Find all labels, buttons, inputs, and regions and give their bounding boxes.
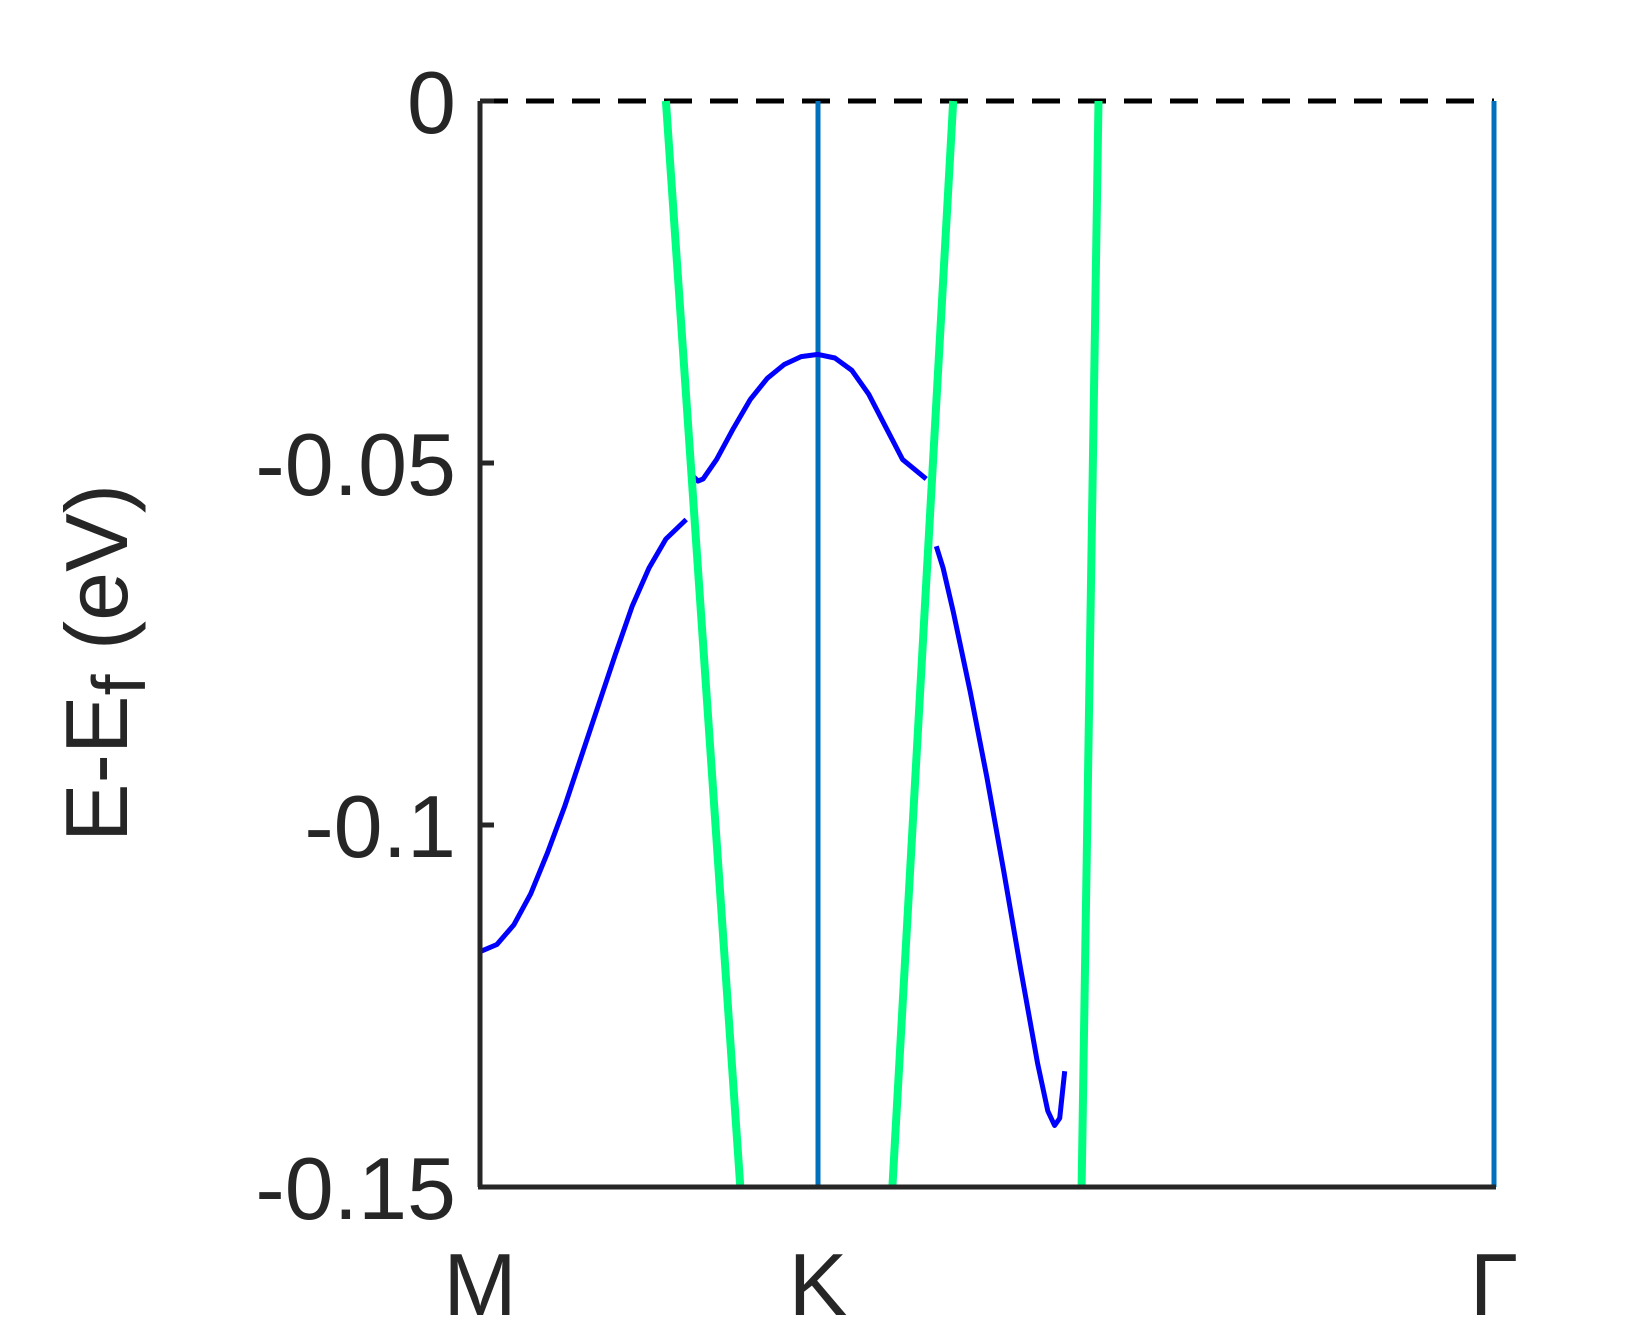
blue-band-line-2	[933, 545, 1068, 1128]
y-tick-label: -0.05	[255, 415, 456, 514]
y-axis-label-main: E-E	[47, 695, 146, 842]
y-tick-label: -0.15	[255, 1139, 456, 1238]
y-tick-label: 0	[407, 53, 456, 152]
plot-lines	[479, 98, 1497, 1188]
y-axis-label: E-Ef (eV)	[47, 484, 161, 842]
green-band-line-3	[661, 100, 745, 1188]
blue-band-line-0	[479, 517, 688, 954]
green-band-line-5	[1077, 100, 1103, 1188]
y-axis-label-subscript: f	[77, 674, 161, 695]
axes	[477, 98, 1496, 1190]
tick-labels: 0 -0.05 -0.1 -0.15M K Γ	[255, 53, 1518, 1334]
y-axis-label-suffix: (eV)	[47, 484, 146, 675]
blue-band-line-1	[687, 351, 928, 484]
x-tick-label: K	[789, 1235, 848, 1333]
y-tick-label: -0.1	[304, 777, 456, 876]
x-tick-label: Γ	[1470, 1235, 1518, 1333]
x-tick-label: M	[443, 1235, 516, 1333]
green-band-line-4	[888, 100, 958, 1188]
